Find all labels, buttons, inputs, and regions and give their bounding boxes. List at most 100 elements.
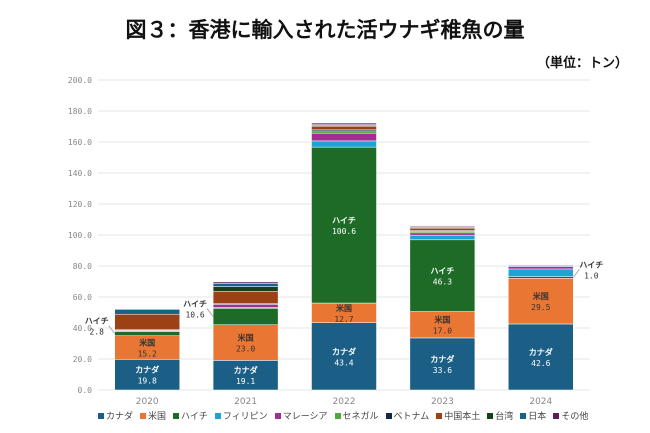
y-tick-label: 0.0 (78, 386, 93, 395)
data-label-value: 23.0 (236, 345, 255, 354)
legend-item: 中国本土 (436, 409, 480, 422)
bar-segment (409, 337, 476, 391)
data-label-value: 33.6 (433, 366, 452, 375)
legend-item: フィリピン (214, 409, 268, 422)
x-tick-label: 2022 (333, 397, 356, 407)
bar-segment (114, 308, 180, 310)
legend-label: ハイチ (181, 412, 208, 422)
bar-segment (409, 311, 476, 339)
bar-segment (508, 323, 574, 391)
data-label-value: 15.2 (138, 350, 157, 359)
bar-segment (311, 146, 377, 304)
y-tick-label: 100.0 (68, 231, 92, 240)
legend-label: フィリピン (222, 412, 268, 422)
data-label-name: 米国 (237, 333, 254, 343)
data-label-value: 17.0 (433, 327, 452, 336)
data-label-name: ハイチ (430, 267, 454, 276)
data-label-name: ハイチ (183, 300, 207, 309)
data-label-name: ハイチ (579, 260, 603, 269)
y-tick-label: 60.0 (73, 293, 92, 302)
legend-label: 米国 (148, 412, 167, 422)
data-label-name: 米国 (433, 315, 450, 325)
legend-item: その他 (553, 409, 588, 422)
bar-segment (114, 359, 180, 391)
data-label-name: カナダ (430, 354, 454, 364)
legend-label: その他 (561, 412, 589, 422)
bar-segment (409, 225, 476, 227)
bar-segment (508, 277, 574, 325)
y-tick-label: 200.0 (68, 76, 92, 85)
bar-segment (212, 291, 279, 304)
legend-label: 中国本土 (444, 412, 481, 422)
legend-label: ベトナム (393, 412, 430, 422)
legend-swatch (274, 413, 281, 419)
x-tick-label: 2020 (136, 397, 159, 407)
legend-label: カナダ (106, 412, 134, 422)
y-tick-label: 40.0 (73, 324, 92, 333)
bar-segment (409, 232, 476, 236)
legend-item: カナダ (98, 409, 133, 422)
data-label-name: カナダ (332, 346, 356, 356)
data-label-value: 12.7 (334, 315, 353, 324)
y-tick-label: 20.0 (73, 355, 92, 364)
data-label-value: 10.6 (185, 311, 204, 320)
bar-segment (311, 140, 377, 148)
bar-segment (311, 122, 377, 125)
data-label-value: 19.8 (138, 377, 157, 386)
data-label-name: ハイチ (85, 317, 109, 326)
legend-label: セネガル (342, 412, 379, 422)
y-tick-label: 80.0 (73, 262, 92, 271)
legend-swatch (487, 413, 494, 419)
data-label-name: 米国 (335, 303, 352, 313)
bar-segment (212, 360, 279, 391)
x-tick-label: 2021 (234, 397, 257, 407)
bar-segment (212, 283, 279, 287)
data-label-name: 米国 (138, 338, 155, 348)
legend-swatch (140, 413, 147, 419)
bar-segment (212, 304, 279, 308)
data-label-name: カナダ (135, 365, 159, 375)
x-tick-label: 2023 (431, 397, 454, 407)
legend-swatch (553, 413, 560, 419)
legend-item: ハイチ (173, 409, 208, 422)
data-label-value: 46.3 (433, 278, 452, 287)
leader-line (572, 269, 580, 278)
bar-segment (311, 125, 377, 130)
legend-item: 台湾 (487, 409, 513, 422)
legend-item: セネガル (334, 409, 379, 422)
bar-segment (114, 309, 180, 315)
data-label-value: 42.6 (531, 359, 550, 368)
data-label-name: カナダ (234, 365, 258, 375)
data-label-value: 2.8 (89, 328, 104, 337)
legend-item: ベトナム (385, 409, 430, 422)
bar-segment (508, 268, 574, 277)
leader-line (108, 325, 116, 334)
data-label-value: 29.5 (531, 303, 550, 312)
legend-swatch (520, 413, 527, 419)
legend: カナダ 米国 ハイチ フィリピン マレーシア セネガル ベトナム 中国本土 台湾 日本 その他 (98, 409, 588, 422)
legend-swatch (334, 413, 341, 419)
data-label-name: 米国 (532, 291, 549, 301)
y-tick-label: 120.0 (68, 200, 92, 209)
data-label-name: カナダ (529, 347, 553, 357)
leader-line (206, 308, 214, 317)
legend-item: 米国 (140, 409, 166, 422)
legend-label: マレーシア (282, 412, 328, 422)
bar-segment (311, 322, 377, 391)
legend-swatch (173, 413, 180, 419)
unit-label: （単位：トン） (536, 56, 628, 71)
x-tick-label: 2024 (529, 397, 552, 407)
y-tick-label: 140.0 (68, 169, 92, 178)
legend-swatch (214, 413, 221, 419)
data-label-value: 19.1 (236, 377, 255, 386)
legend-label: 台湾 (495, 412, 514, 422)
data-label-value: 1.0 (584, 271, 599, 280)
bar-segment (114, 313, 180, 330)
bar-segment (212, 286, 279, 292)
chart-title: 図３：香港に輸入された活ウナギ稚魚の量 (125, 18, 525, 42)
legend-swatch (436, 413, 443, 419)
bar-segment (409, 239, 476, 312)
bar-segment (409, 227, 476, 231)
bar-segment (508, 266, 574, 270)
